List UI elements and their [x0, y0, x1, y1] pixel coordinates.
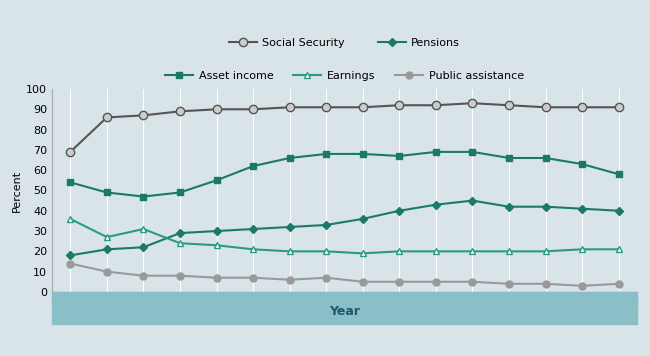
Text: Year: Year	[329, 305, 360, 318]
Y-axis label: Percent: Percent	[12, 169, 22, 211]
FancyBboxPatch shape	[52, 292, 637, 304]
FancyBboxPatch shape	[52, 296, 637, 324]
Legend: Asset income, Earnings, Public assistance: Asset income, Earnings, Public assistanc…	[161, 66, 528, 85]
